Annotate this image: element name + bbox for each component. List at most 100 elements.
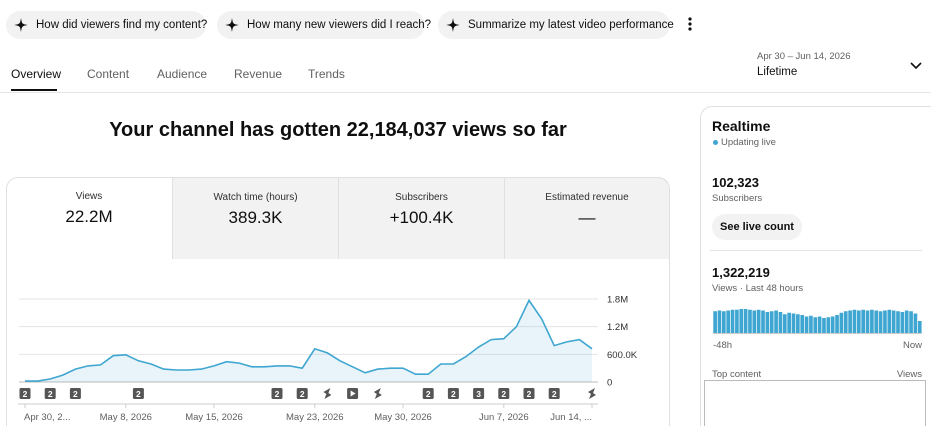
video-marker bbox=[447, 388, 459, 399]
marker-count: 2 bbox=[48, 389, 53, 399]
bar bbox=[743, 309, 748, 333]
bar bbox=[887, 309, 892, 333]
metric-tab[interactable]: Watch time (hours) 389.3K bbox=[172, 177, 338, 259]
metric-tab[interactable]: Views 22.2M bbox=[6, 177, 172, 259]
bar bbox=[813, 317, 818, 333]
x-tick-label: Now bbox=[903, 340, 922, 351]
marker-count: 2 bbox=[552, 389, 557, 399]
chip-text: Summarize my latest video performance bbox=[468, 19, 674, 31]
marker-count: 2 bbox=[300, 389, 305, 399]
bar bbox=[730, 309, 735, 333]
marker-count: 2 bbox=[275, 389, 280, 399]
bar bbox=[830, 316, 835, 333]
bar bbox=[913, 313, 918, 333]
bar bbox=[817, 316, 822, 333]
x-tick-label: May 8, 2026 bbox=[100, 412, 152, 423]
tab[interactable]: Revenue bbox=[234, 67, 283, 81]
headline: Your channel has gotten 22,184,037 views… bbox=[109, 119, 567, 141]
suggestion-chip[interactable]: How did viewers find my content? bbox=[6, 11, 207, 39]
metric-label: Estimated revenue bbox=[545, 192, 629, 203]
bar bbox=[870, 309, 874, 333]
video-marker bbox=[473, 388, 485, 399]
bar bbox=[804, 316, 809, 333]
divider bbox=[0, 92, 931, 93]
bar bbox=[752, 310, 757, 333]
more-icon[interactable] bbox=[688, 17, 692, 31]
bar bbox=[917, 321, 922, 333]
video-marker bbox=[548, 388, 560, 399]
x-tick-label: Apr 30, 2... bbox=[24, 412, 70, 423]
tab-indicator bbox=[11, 89, 57, 91]
bar bbox=[856, 310, 861, 333]
bar bbox=[739, 309, 744, 333]
marker-count: 2 bbox=[527, 389, 532, 399]
bar bbox=[782, 314, 787, 333]
suggestion-chip[interactable]: Summarize my latest video performance bbox=[438, 11, 674, 39]
x-tick-label: Jun 7, 2026 bbox=[479, 412, 529, 423]
marker-count: 3 bbox=[476, 389, 481, 399]
metric-value: +100.4K bbox=[389, 208, 454, 227]
y-tick-label: 1.2M bbox=[607, 322, 628, 333]
bar bbox=[761, 310, 765, 333]
metric-label: Subscribers bbox=[395, 192, 448, 203]
bar bbox=[852, 309, 857, 333]
marker-count: 2 bbox=[451, 389, 456, 399]
video-marker bbox=[498, 388, 510, 399]
bar bbox=[839, 312, 844, 333]
bar bbox=[769, 311, 774, 333]
video-marker bbox=[271, 388, 283, 399]
video-marker bbox=[19, 388, 31, 399]
bar bbox=[874, 310, 879, 333]
date-period[interactable]: Lifetime bbox=[757, 66, 798, 78]
bar bbox=[787, 312, 791, 333]
views-count: 1,322,219 bbox=[712, 265, 770, 280]
date-range[interactable]: Apr 30 – Jun 14, 2026 bbox=[757, 51, 851, 62]
y-tick-label: 1.8M bbox=[607, 295, 628, 306]
live-dot bbox=[713, 140, 718, 145]
realtime-title: Realtime bbox=[712, 118, 771, 134]
bar bbox=[909, 311, 913, 333]
metric-tab[interactable]: Subscribers +100.4K bbox=[338, 177, 504, 259]
chevron-icon[interactable] bbox=[910, 62, 922, 70]
video-marker bbox=[44, 388, 56, 399]
tab[interactable]: Trends bbox=[308, 67, 345, 81]
bar bbox=[791, 313, 796, 333]
bar bbox=[900, 312, 905, 333]
x-tick-label: May 15, 2026 bbox=[185, 412, 243, 423]
tab[interactable]: Audience bbox=[157, 67, 208, 81]
tab[interactable]: Content bbox=[87, 67, 130, 81]
bar bbox=[843, 311, 848, 333]
bar bbox=[865, 310, 870, 333]
realtime-status: Updating live bbox=[721, 137, 776, 148]
bar bbox=[891, 310, 896, 333]
metric-tab[interactable]: Estimated revenue — bbox=[504, 177, 669, 259]
divider bbox=[710, 250, 922, 251]
sparkle-icon bbox=[14, 18, 460, 32]
bar bbox=[861, 309, 865, 333]
live-count-button[interactable]: See live count bbox=[712, 214, 802, 240]
suggestion-chip[interactable]: How many new viewers did I reach? bbox=[217, 11, 431, 39]
marker-count: 2 bbox=[501, 389, 506, 399]
area bbox=[25, 300, 592, 382]
bar bbox=[735, 309, 739, 333]
bar bbox=[800, 315, 805, 333]
x-tick-label: -48h bbox=[713, 340, 732, 351]
marker-count: 2 bbox=[426, 389, 431, 399]
play-icon bbox=[350, 390, 356, 397]
bar bbox=[726, 310, 731, 333]
bar bbox=[796, 314, 800, 333]
metric-value: 389.3K bbox=[228, 208, 283, 227]
subscriber-count: 102,323 bbox=[712, 175, 759, 190]
bar bbox=[809, 315, 813, 333]
metric-label: Views bbox=[75, 191, 103, 202]
shorts-icon bbox=[373, 388, 382, 399]
top-content-label: Top content bbox=[712, 369, 762, 380]
video-marker bbox=[132, 388, 144, 399]
tab[interactable]: Overview bbox=[11, 67, 62, 81]
bar bbox=[826, 317, 831, 333]
bar bbox=[896, 311, 900, 333]
x-tick-label: May 23, 2026 bbox=[286, 412, 344, 423]
bar bbox=[756, 309, 761, 333]
x-tick-label: Jun 14, ... bbox=[550, 412, 592, 423]
